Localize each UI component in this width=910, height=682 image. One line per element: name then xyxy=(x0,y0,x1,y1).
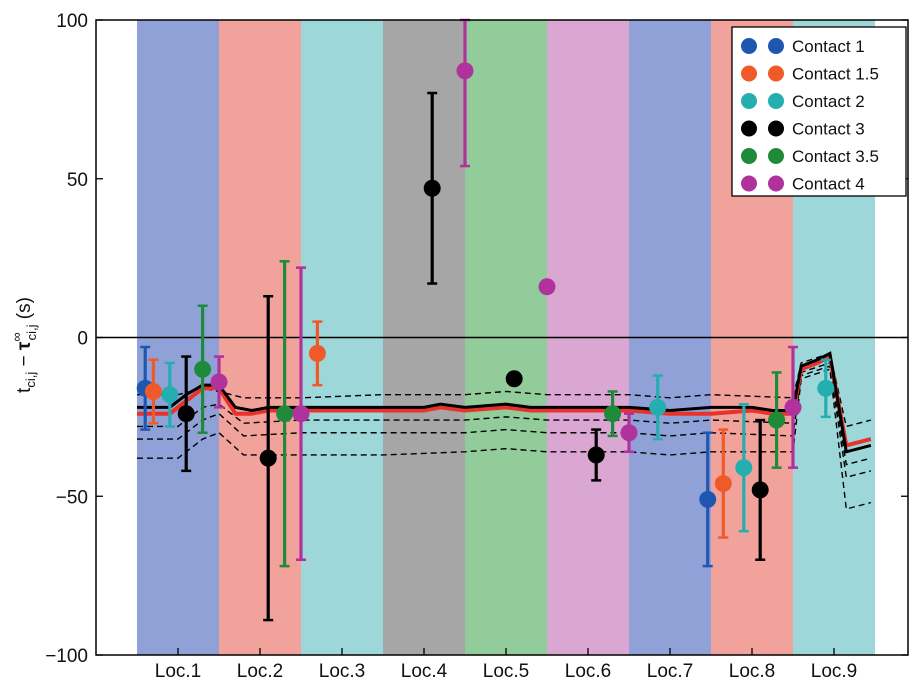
point-group xyxy=(587,428,605,482)
point-group xyxy=(768,371,786,469)
x-tick-label: Loc.5 xyxy=(483,661,529,682)
dashed-line-1 xyxy=(137,352,872,428)
x-tick-label: Loc.7 xyxy=(647,661,693,682)
y-tick-label: 0 xyxy=(77,329,88,350)
legend-box xyxy=(731,26,907,197)
data-point xyxy=(423,179,441,197)
point-group xyxy=(538,278,556,296)
x-tick-label: Loc.2 xyxy=(237,661,283,682)
legend-item: Contact 3 xyxy=(741,120,865,139)
point-group xyxy=(161,361,179,428)
point-group xyxy=(292,266,310,561)
point-group xyxy=(604,390,622,438)
legend: Contact 1 Contact 1.5 Contact 2 Contact 3 Co… xyxy=(731,26,907,197)
legend-marker xyxy=(741,120,757,137)
data-point xyxy=(649,398,667,416)
data-point xyxy=(620,424,638,442)
legend-marker xyxy=(741,38,757,54)
legend-item: Contact 2 xyxy=(741,92,865,111)
data-point xyxy=(784,398,802,416)
data-point xyxy=(505,370,523,388)
point-group xyxy=(144,358,162,425)
data-point xyxy=(144,382,162,400)
point-group xyxy=(308,320,326,387)
point-group xyxy=(194,304,212,434)
data-point xyxy=(604,405,622,423)
data-point xyxy=(308,344,326,362)
data-point xyxy=(210,373,228,391)
legend-item: Contact 3.5 xyxy=(741,147,879,166)
data-point xyxy=(768,411,786,429)
data-point xyxy=(817,379,835,397)
x-tick-label: Loc.8 xyxy=(729,661,775,682)
x-tick-label: Loc.3 xyxy=(319,661,365,682)
dashed-line-2 xyxy=(137,361,872,466)
legend-marker xyxy=(768,65,784,82)
data-point xyxy=(714,475,732,493)
x-tick-label: Loc.1 xyxy=(155,661,201,682)
point-group xyxy=(817,358,835,419)
x-axis: Loc.1 Loc.2 Loc.3 Loc.4 Loc.5 Loc.6 Loc.7 Loc.8… xyxy=(155,648,857,682)
dashed-line-4 xyxy=(137,368,872,510)
legend-item: Contact 1.5 xyxy=(741,65,879,84)
point-group xyxy=(276,260,294,568)
legend-marker xyxy=(768,148,784,164)
legend-marker xyxy=(768,120,784,137)
data-point xyxy=(751,481,769,499)
legend-marker xyxy=(768,38,784,54)
legend-label: Contact 4 xyxy=(792,175,865,194)
legend-label: Contact 3 xyxy=(792,120,865,139)
data-point xyxy=(699,490,717,508)
legend-label: Contact 1 xyxy=(792,37,865,56)
y-tick-label: −100 xyxy=(45,646,88,667)
dashed-confidence-lines xyxy=(137,352,872,510)
point-group xyxy=(505,370,523,388)
legend-marker xyxy=(768,93,784,109)
data-point xyxy=(292,405,310,423)
y-tick-label: −50 xyxy=(56,487,88,508)
data-point xyxy=(538,278,556,296)
data-point xyxy=(161,386,179,404)
data-points xyxy=(136,18,835,622)
point-group xyxy=(456,18,474,168)
x-tick-label: Loc.4 xyxy=(401,661,448,682)
data-point xyxy=(587,446,605,464)
legend-item: Contact 1 xyxy=(741,37,865,56)
point-group xyxy=(784,345,802,469)
point-group xyxy=(620,412,638,454)
legend-marker xyxy=(741,148,757,164)
y-tick-label: 50 xyxy=(67,170,88,191)
data-point xyxy=(177,405,195,423)
y-tick-label: 100 xyxy=(56,11,88,32)
legend-label: Contact 1.5 xyxy=(792,65,879,84)
legend-marker xyxy=(741,65,757,82)
point-group xyxy=(423,91,441,285)
point-group xyxy=(259,294,277,622)
legend-label: Contact 3.5 xyxy=(792,147,879,166)
legend-label: Contact 2 xyxy=(792,92,865,111)
legend-item: Contact 4 xyxy=(741,175,865,194)
x-tick-label: Loc.9 xyxy=(811,661,857,682)
data-point xyxy=(276,405,294,423)
y-axis-label: tci,j − τ∞ci,j (s) xyxy=(9,297,39,393)
data-point xyxy=(735,459,753,477)
point-group xyxy=(751,418,769,561)
legend-marker xyxy=(741,93,757,109)
point-group xyxy=(649,374,667,441)
x-tick-label: Loc.6 xyxy=(565,661,611,682)
data-point xyxy=(259,449,277,467)
point-group xyxy=(177,355,195,473)
data-point xyxy=(194,360,212,378)
legend-marker xyxy=(768,175,784,192)
point-group xyxy=(210,355,228,409)
data-point xyxy=(456,62,474,80)
point-group xyxy=(714,428,732,539)
point-group xyxy=(735,402,753,533)
point-group xyxy=(699,431,717,568)
legend-marker xyxy=(741,175,757,192)
